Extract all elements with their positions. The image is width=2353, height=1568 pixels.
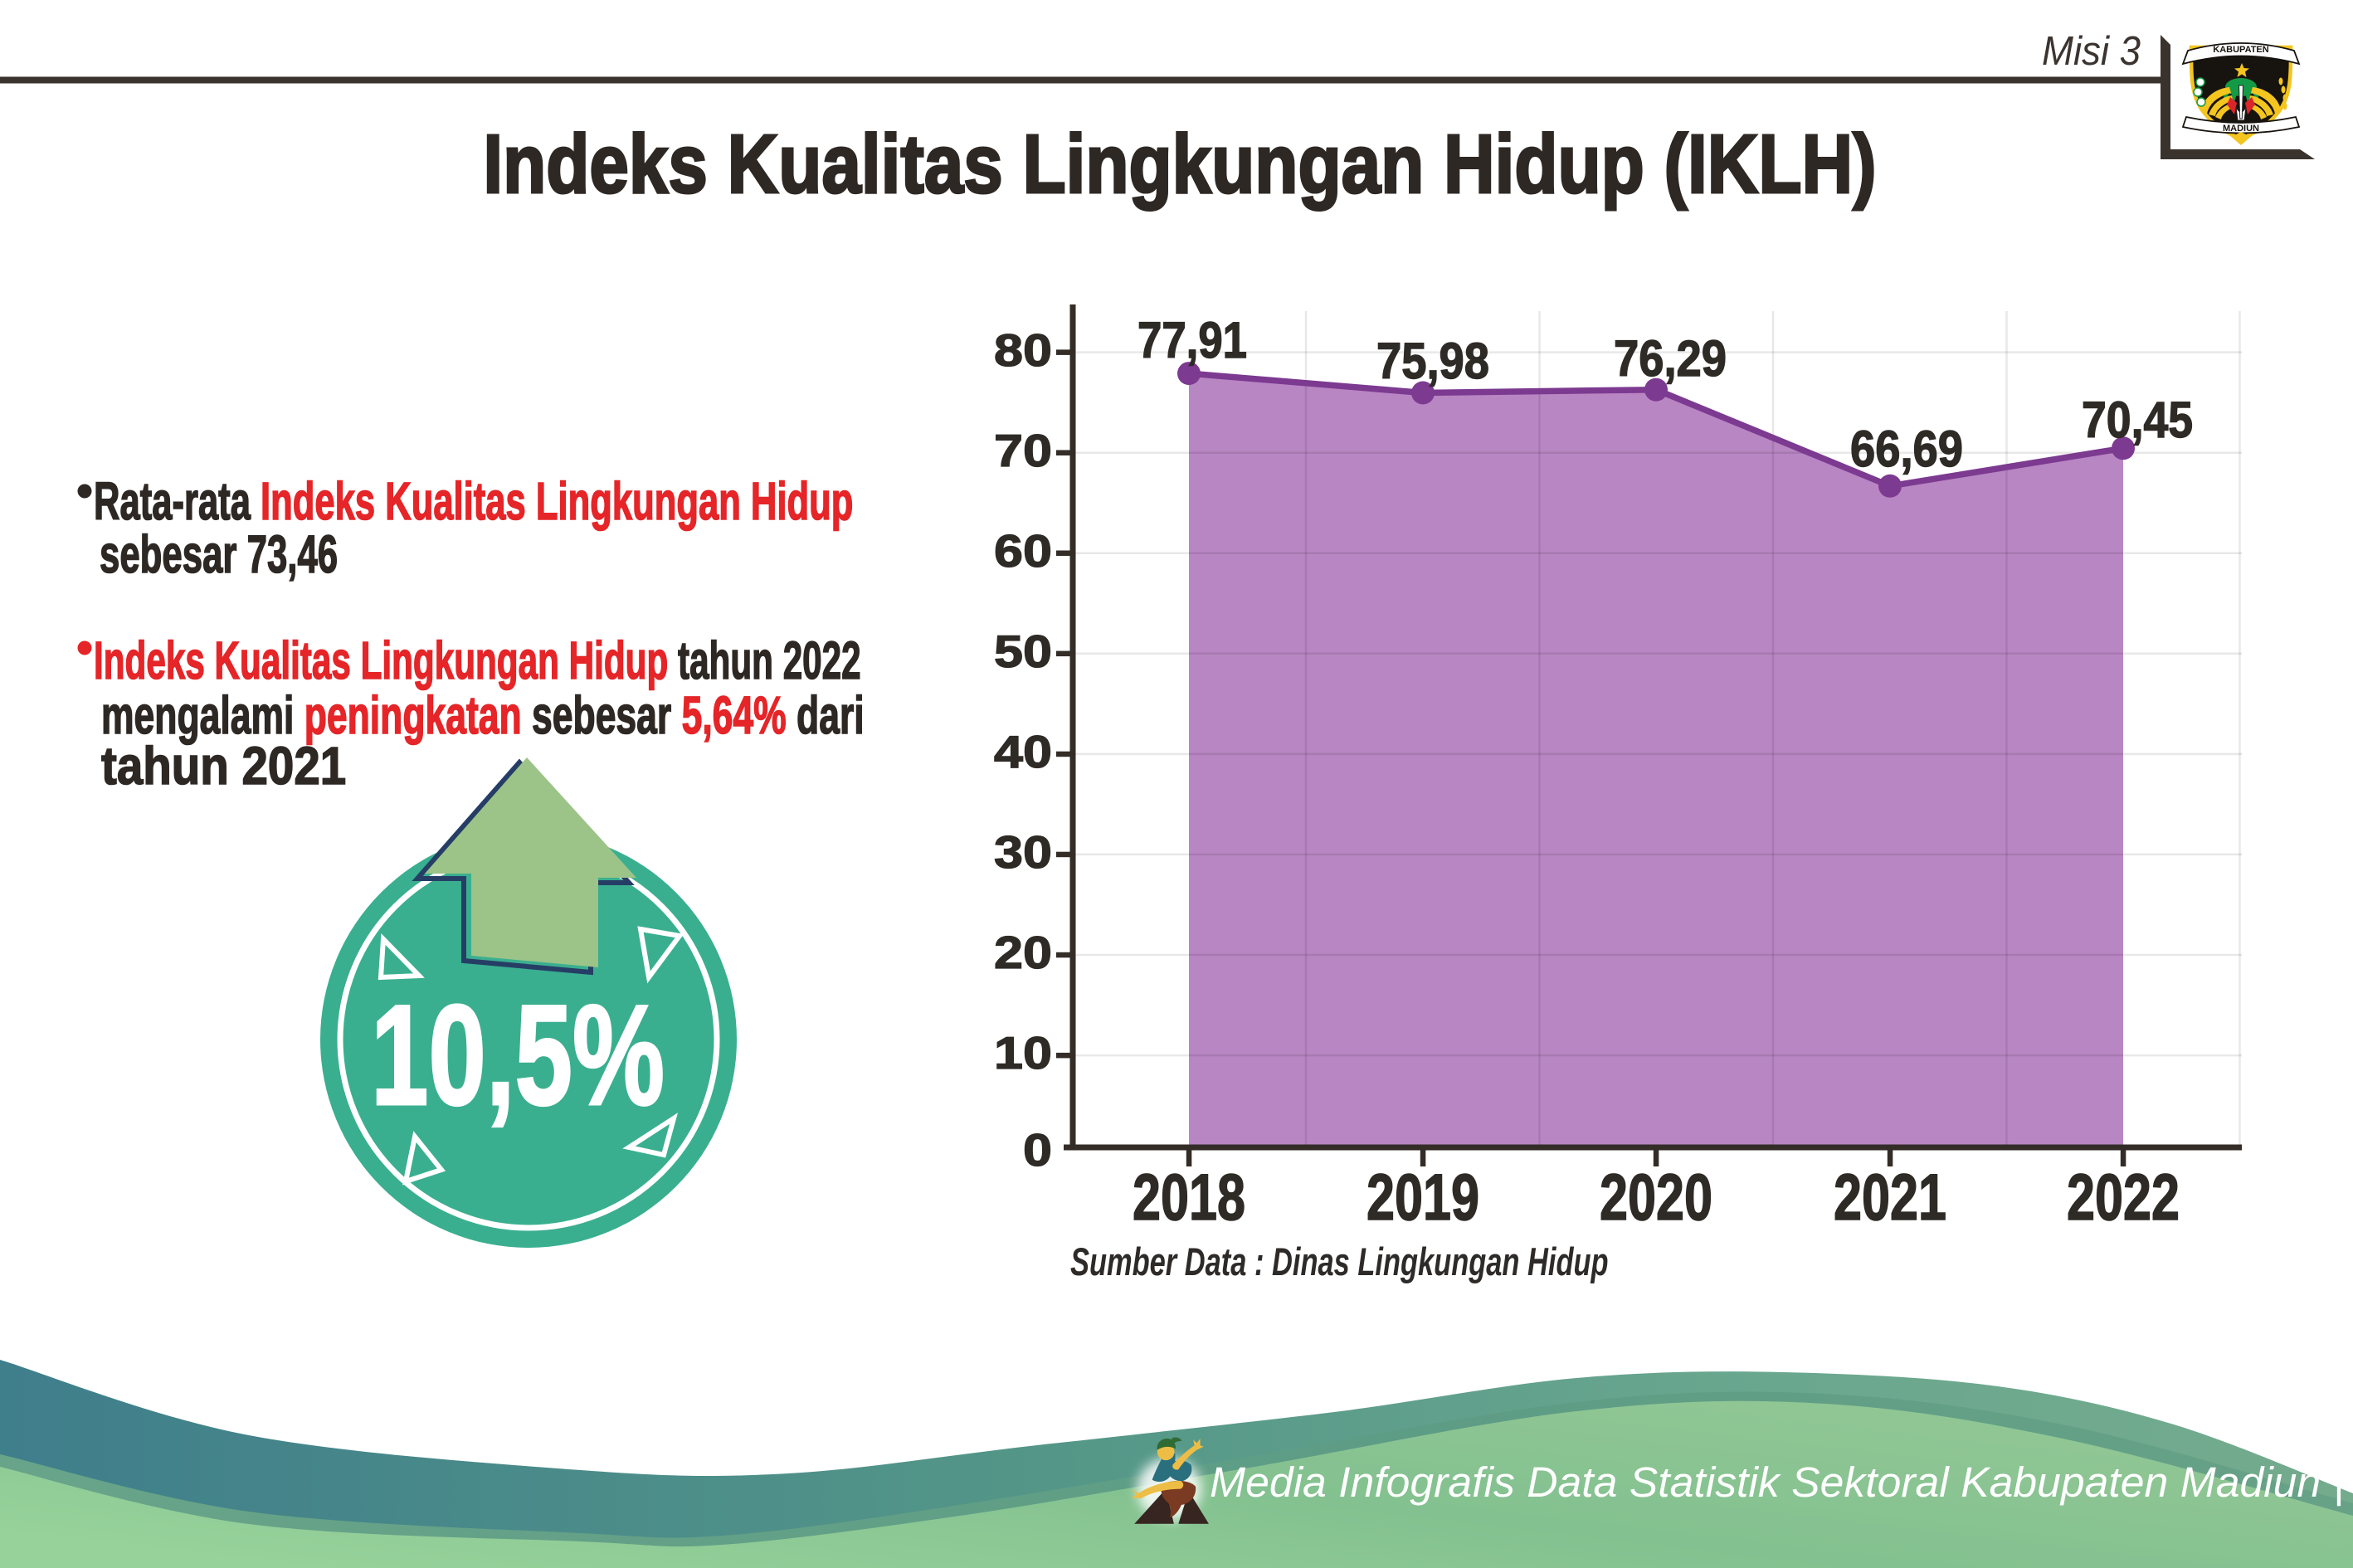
svg-text:50: 50 <box>994 626 1052 677</box>
svg-text:Rata-rata Indeks Kualitas Ling: Rata-rata Indeks Kualitas Lingkungan Hid… <box>94 471 853 531</box>
svg-text:tahun 2021: tahun 2021 <box>101 736 346 796</box>
svg-text:mengalami peningkatan sebesar: mengalami peningkatan sebesar 5,64% dari <box>101 685 865 745</box>
svg-text:2022: 2022 <box>2067 1160 2180 1233</box>
svg-text:Sumber Data : Dinas Lingkungan: Sumber Data : Dinas Lingkungan Hidup <box>1070 1240 1609 1283</box>
svg-text:Indeks Kualitas Lingkungan Hid: Indeks Kualitas Lingkungan Hidup (IKLH) <box>483 118 1876 211</box>
svg-text:sebesar 73,46: sebesar 73,46 <box>100 524 338 584</box>
svg-text:70,45: 70,45 <box>2082 392 2193 449</box>
svg-text:2018: 2018 <box>1133 1160 1245 1233</box>
svg-text:10,5%: 10,5% <box>371 975 665 1134</box>
svg-text:76,29: 76,29 <box>1614 331 1727 387</box>
svg-text:77,91: 77,91 <box>1138 312 1247 368</box>
svg-text:2019: 2019 <box>1366 1160 1479 1233</box>
svg-text:70: 70 <box>994 426 1052 476</box>
svg-text:Misi 3: Misi 3 <box>2042 29 2141 75</box>
svg-text:KABUPATEN: KABUPATEN <box>2213 45 2268 55</box>
svg-text:0: 0 <box>1023 1125 1052 1176</box>
svg-text:MADIUN: MADIUN <box>2223 124 2259 134</box>
svg-text:66,69: 66,69 <box>1850 421 1963 478</box>
svg-text:80: 80 <box>994 325 1052 376</box>
svg-text:40: 40 <box>994 727 1052 777</box>
svg-text:30: 30 <box>994 827 1052 878</box>
svg-text:2021: 2021 <box>1834 1160 1946 1233</box>
svg-text:Indeks Kualitas Lingkungan Hid: Indeks Kualitas Lingkungan Hidup tahun 2… <box>94 631 861 690</box>
svg-text:20: 20 <box>994 928 1052 978</box>
svg-text:75,98: 75,98 <box>1376 334 1489 390</box>
svg-text:2020: 2020 <box>1600 1160 1712 1233</box>
svg-text:Media Infografis Data Statisti: Media Infografis Data Statistik Sektoral… <box>1210 1458 2344 1506</box>
svg-text:10: 10 <box>994 1028 1052 1079</box>
svg-text:60: 60 <box>994 526 1052 577</box>
